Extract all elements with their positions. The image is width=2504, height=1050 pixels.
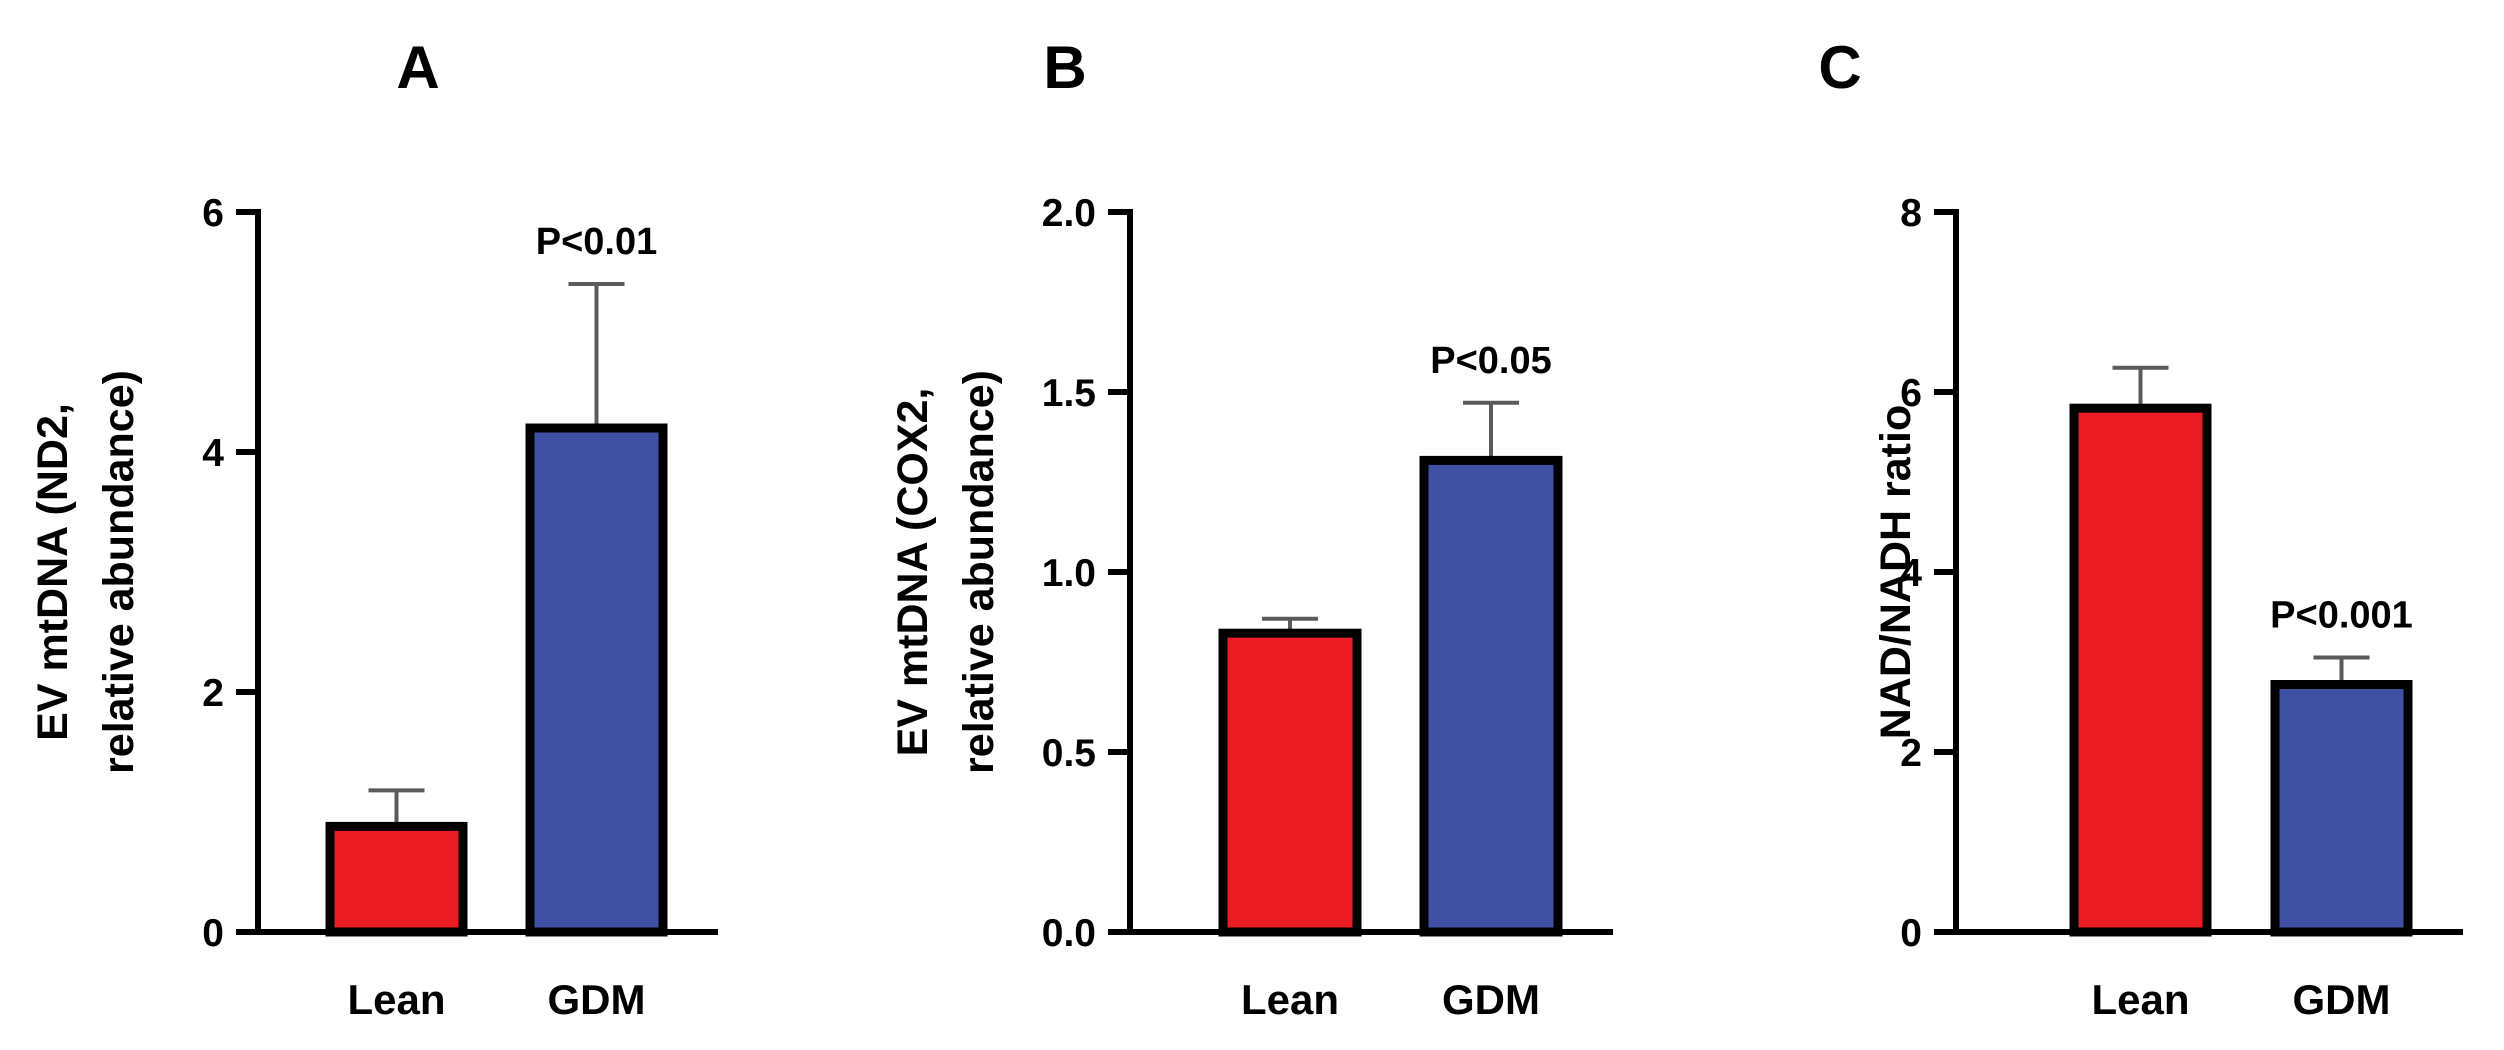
panel-label: A (396, 34, 439, 101)
bar-gdm (1419, 455, 1563, 937)
bar-gdm (2270, 680, 2413, 937)
p-value-annotation: P<0.001 (2270, 595, 2413, 637)
y-tick-label: 0.5 (1042, 732, 1096, 775)
y-axis-label: EV mtDNA (ND2, (29, 403, 77, 741)
y-axis-label: NAD/NADH ratio (1872, 405, 1920, 739)
chart-panel-b: B EV mtDNA (COX2, relative abundance) Lean G… (889, 34, 1613, 1023)
y-tick-label: 6 (1900, 372, 1922, 415)
y-tick-label: 0.0 (1042, 912, 1096, 955)
x-tick-label: Lean (1241, 976, 1339, 1023)
y-tick-label: 2 (202, 672, 224, 715)
chart-panel-a: A EV mtDNA (ND2, relative abundance) Lean GD… (29, 34, 718, 1023)
y-tick-label: 0 (1900, 912, 1922, 955)
y-axis-label: EV mtDNA (COX2, (889, 388, 937, 757)
y-tick-label: 6 (202, 192, 224, 235)
bar-lean (325, 821, 468, 937)
y-tick-label: 1.0 (1042, 552, 1096, 595)
y-axis-label: relative abundance) (955, 370, 1003, 774)
x-tick-label: GDM (548, 976, 646, 1023)
y-tick-label: 4 (1900, 552, 1922, 595)
x-tick-label: GDM (2293, 976, 2391, 1023)
p-value-annotation: P<0.01 (536, 221, 658, 263)
chart-panel-c: C NAD/NADH ratio Lean GDM 0 2 4 6 8 P<0.001 (1818, 34, 2463, 1023)
bar-gdm (525, 423, 668, 937)
y-tick-label: 2 (1900, 732, 1922, 775)
bar-lean (1218, 628, 1362, 937)
y-tick-label: 2.0 (1042, 192, 1096, 235)
y-tick-label: 8 (1900, 192, 1922, 235)
y-axis-label: relative abundance) (95, 370, 143, 774)
p-value-annotation: P<0.05 (1430, 340, 1552, 382)
bar-lean (2069, 403, 2212, 937)
panel-label: C (1818, 34, 1861, 101)
panel-label: B (1043, 34, 1086, 101)
y-tick-label: 1.5 (1042, 372, 1096, 415)
x-tick-label: GDM (1442, 976, 1540, 1023)
x-tick-label: Lean (2091, 976, 2189, 1023)
y-tick-label: 0 (202, 912, 224, 955)
x-tick-label: Lean (347, 976, 445, 1023)
y-tick-label: 4 (202, 432, 224, 475)
